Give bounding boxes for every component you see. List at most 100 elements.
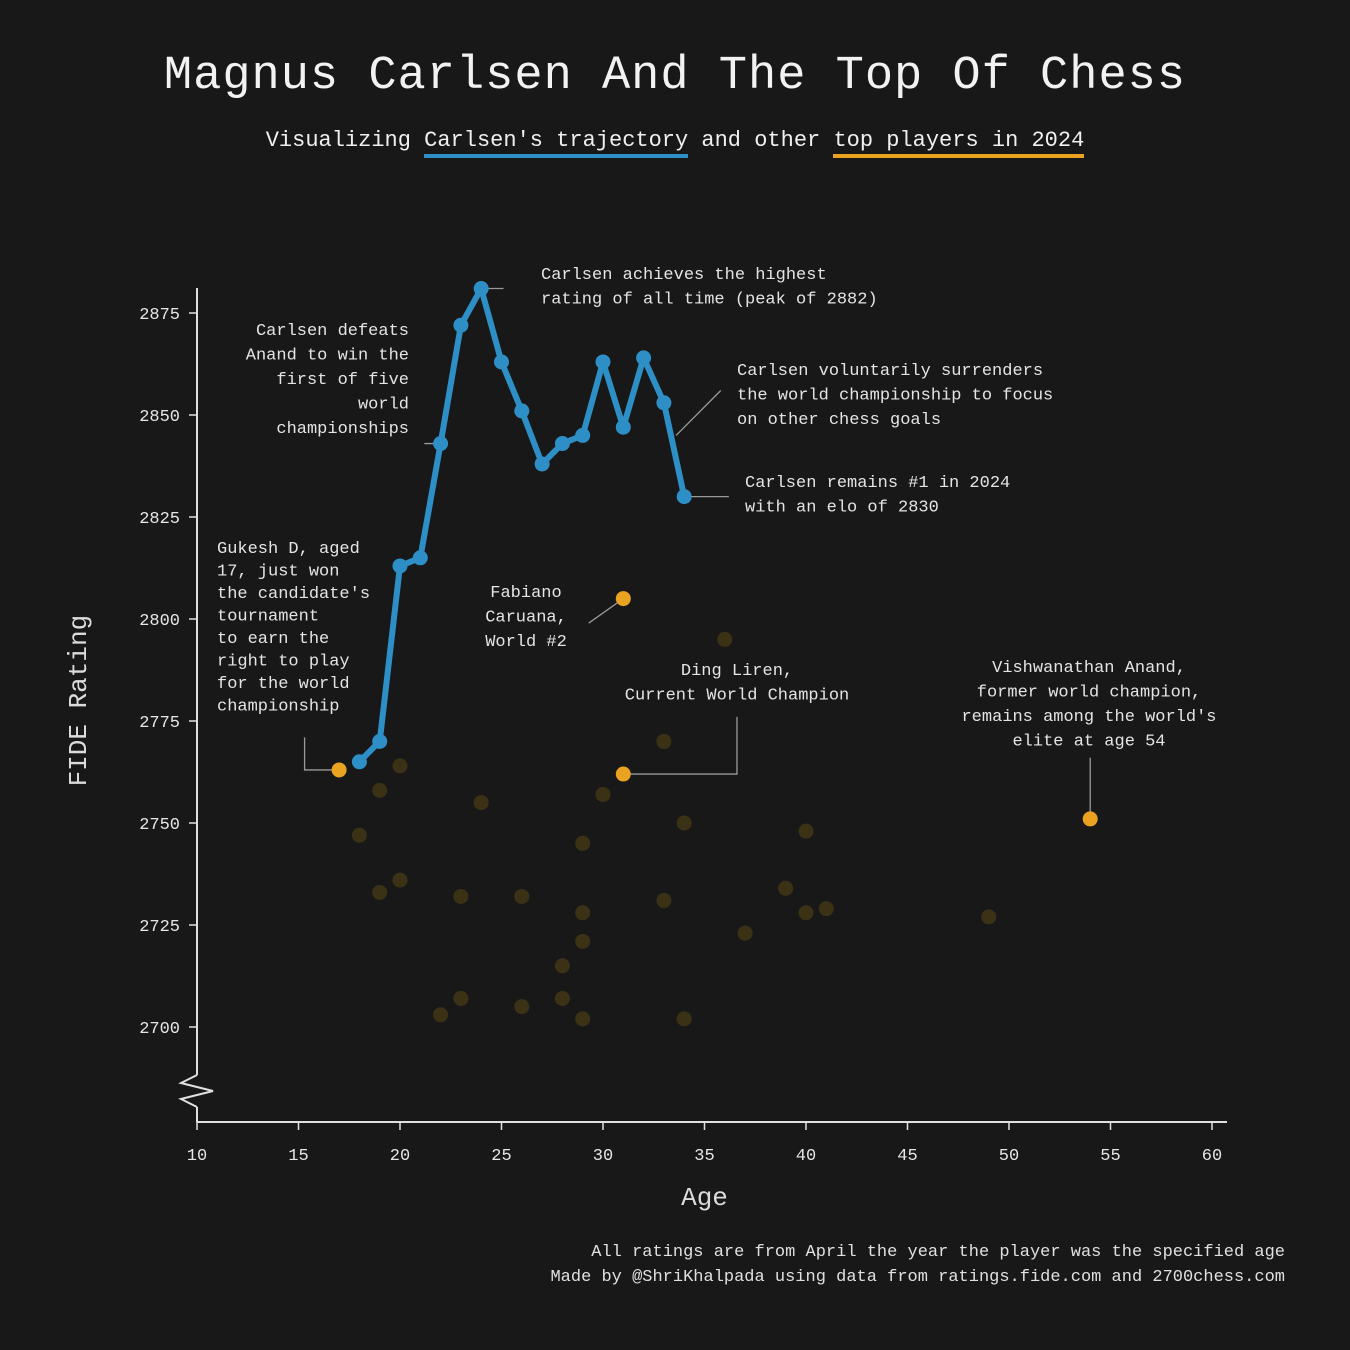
- subtitle-highlight-top-players: top players in 2024: [833, 128, 1085, 158]
- annotation-leader: [623, 716, 738, 775]
- player-point: [778, 880, 794, 896]
- annotation-line: world: [358, 396, 409, 415]
- footer-note: All ratings are from April the year the …: [591, 1243, 1285, 1262]
- annotation-line: former world champion,: [977, 684, 1201, 703]
- y-tick-label: 2800: [139, 612, 180, 631]
- player-point: [818, 901, 834, 917]
- player-point: [554, 990, 570, 1006]
- annotation-line: tournament: [217, 608, 319, 627]
- annotation-line: Carlsen achieves the highest: [541, 266, 827, 285]
- annotation-line: elite at age 54: [1012, 733, 1165, 752]
- y-axis-label: FIDE Rating: [64, 615, 94, 787]
- y-tick-label: 2775: [139, 714, 180, 733]
- x-tick-label: 60: [1202, 1147, 1222, 1166]
- x-tick-label: 55: [1100, 1147, 1120, 1166]
- annotation-text: Vishwanathan Anand, former world champion…: [961, 659, 1216, 752]
- annotation-line: Carlsen voluntarily surrenders: [737, 362, 1043, 381]
- annotation-text: Carlsen voluntarily surrenders the world …: [737, 362, 1053, 430]
- y-tick-label: 2825: [139, 510, 180, 529]
- annotation-line: championship: [217, 698, 339, 717]
- annotation-line: with an elo of 2830: [745, 499, 939, 518]
- annotation-line: Anand to win the: [246, 347, 409, 366]
- player-point: [372, 884, 388, 900]
- carlsen-point: [453, 317, 469, 333]
- carlsen-point: [351, 754, 367, 770]
- y-axis-break: [178, 1074, 214, 1108]
- x-axis-label: Age: [681, 1183, 728, 1213]
- annotation-line: Vishwanathan Anand,: [992, 659, 1186, 678]
- player-point: [372, 782, 388, 798]
- y-tick-label: 2725: [139, 918, 180, 937]
- carlsen-point: [514, 403, 530, 419]
- player-point: [575, 1011, 591, 1027]
- x-tick-label: 10: [187, 1147, 207, 1166]
- highlight-player-point: [615, 766, 631, 782]
- annotation-line: first of five: [276, 371, 409, 390]
- annotation-line: rating of all time (peak of 2882): [541, 291, 878, 310]
- highlight-player-point: [331, 762, 347, 778]
- annotation-line: to earn the: [217, 630, 329, 649]
- annotation-leader: [675, 390, 722, 436]
- chart-subtitle: Visualizing Carlsen's trajectory and oth…: [0, 128, 1350, 158]
- player-point: [514, 888, 530, 904]
- carlsen-point: [636, 350, 652, 366]
- chart-footer: All ratings are from April the year the …: [550, 1240, 1285, 1290]
- carlsen-point: [392, 558, 408, 574]
- x-tick-label: 30: [593, 1147, 613, 1166]
- annotation-text: Gukesh D, aged 17, just won the candidate'…: [217, 540, 370, 717]
- annotation-line: Carlsen defeats: [256, 322, 409, 341]
- footer-credit: Made by @ShriKhalpada using data from ra…: [550, 1268, 1285, 1287]
- subtitle-middle: and other: [688, 128, 834, 153]
- player-point: [717, 631, 733, 647]
- player-point: [798, 823, 814, 839]
- annotation-line: Ding Liren,: [681, 662, 793, 681]
- annotation-line: 17, just won: [217, 563, 339, 582]
- x-tick-label: 40: [796, 1147, 816, 1166]
- annotation-line: right to play: [217, 653, 350, 672]
- annotation-text: Carlsen defeats Anand to win the first of …: [246, 322, 409, 439]
- chart-title: Magnus Carlsen And The Top Of Chess: [163, 50, 1187, 103]
- carlsen-point: [494, 354, 509, 370]
- annotation-text: Fabiano Caruana, World #2: [485, 584, 567, 652]
- carlsen-point: [595, 354, 611, 370]
- player-point: [554, 958, 570, 974]
- carlsen-point: [676, 489, 692, 505]
- x-tick-label: 20: [390, 1147, 410, 1166]
- player-point: [514, 999, 530, 1015]
- annotation-line: Caruana,: [485, 609, 567, 628]
- subtitle-prefix: Visualizing: [265, 128, 425, 153]
- y-tick-label: 2850: [139, 408, 180, 427]
- x-tick-label: 35: [694, 1147, 714, 1166]
- carlsen-point: [433, 436, 449, 452]
- player-point: [676, 815, 692, 831]
- carlsen-point: [575, 427, 591, 443]
- y-tick-label: 2750: [139, 816, 180, 835]
- carlsen-point: [372, 733, 388, 749]
- player-point: [656, 893, 672, 909]
- player-point: [575, 905, 591, 921]
- x-tick-label: 25: [491, 1147, 511, 1166]
- player-point: [656, 733, 672, 749]
- carlsen-point: [473, 281, 489, 297]
- highlight-player-point: [1082, 811, 1098, 827]
- player-point: [981, 909, 997, 925]
- annotation-leader: [303, 737, 340, 771]
- player-point: [453, 888, 469, 904]
- annotation-line: Carlsen remains #1 in 2024: [745, 474, 1010, 493]
- carlsen-point: [534, 456, 550, 472]
- y-tick-label: 2700: [139, 1020, 180, 1039]
- player-point: [453, 990, 469, 1006]
- annotation-line: Current World Champion: [625, 687, 849, 706]
- annotation-line: on other chess goals: [737, 411, 941, 430]
- annotation-text: Carlsen remains #1 in 2024 with an elo of…: [745, 474, 1010, 518]
- annotation-line: the candidate's: [217, 585, 370, 604]
- annotation-text: Carlsen achieves the highest rating of al…: [541, 266, 878, 310]
- player-point: [473, 795, 489, 811]
- player-point: [392, 872, 408, 888]
- carlsen-point: [615, 419, 631, 435]
- player-point: [737, 925, 753, 941]
- player-point: [595, 786, 611, 802]
- subtitle-highlight-carlsen: Carlsen's trajectory: [424, 128, 689, 158]
